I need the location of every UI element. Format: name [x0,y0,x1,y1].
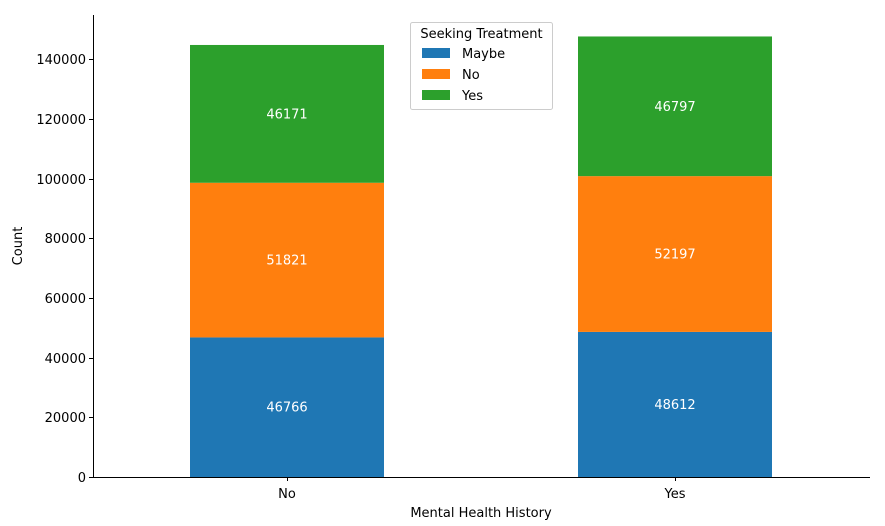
legend-title: Seeking Treatment [420,27,542,42]
bar-segment [578,176,772,332]
y-tick-label: 60000 [45,292,86,307]
bar-segment [190,182,384,338]
x-axis-label: Mental Health History [410,506,552,521]
y-tick-label: 80000 [45,232,86,247]
bar-segment [190,337,384,477]
legend-swatch [422,90,450,100]
x-axis-ticks: No Yes [278,477,686,502]
legend-swatch [422,69,450,79]
legend-label: No [462,68,480,83]
bar-value-label: 46171 [266,107,307,122]
bars-group [190,36,772,477]
legend-swatch [422,48,450,58]
bar-value-label: 46797 [654,100,695,115]
legend-label: Maybe [462,47,505,62]
y-tick-label: 40000 [45,352,86,367]
bar-value-label: 51821 [266,254,307,269]
x-tick-label: Yes [664,487,686,502]
legend: Seeking Treatment Maybe No Yes [410,22,553,110]
bar-segment [578,331,772,477]
y-tick-label: 100000 [36,173,86,188]
y-tick-label: 20000 [45,411,86,426]
bar-value-label: 46766 [266,401,307,416]
x-tick-label: No [278,487,296,502]
bar-value-label: 48612 [654,398,695,413]
legend-frame [410,22,553,110]
y-tick-label: 120000 [36,113,86,128]
bar-segment [190,44,384,183]
bar-value-label: 52197 [654,248,695,263]
legend-label: Yes [461,89,483,104]
y-tick-label: 0 [78,471,86,486]
bar-labels-group: 46766 51821 46171 48612 52197 46797 [266,100,695,416]
y-axis-label: Count [11,227,26,266]
y-axis-ticks: 0 20000 40000 60000 80000 100000 120000 140000 [36,53,93,486]
legend-items: Maybe No Yes [422,47,505,104]
y-tick-label: 140000 [36,53,86,68]
bar-segment [578,36,772,177]
